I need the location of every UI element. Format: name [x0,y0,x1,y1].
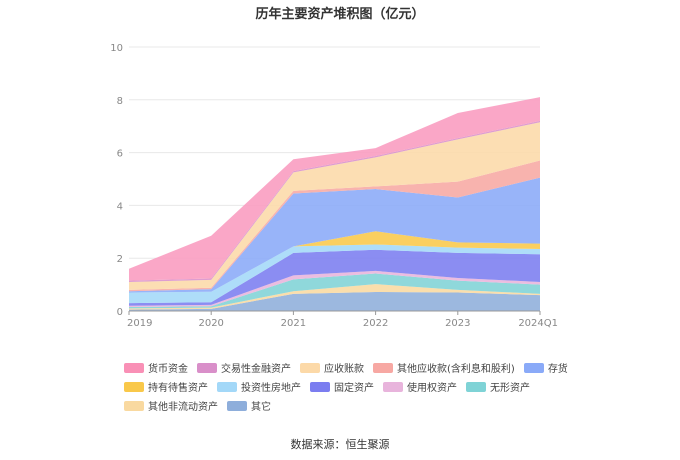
legend-label: 固定资产 [334,383,374,394]
axes: 0 2 4 6 8 10 2019 2020 2021 2022 2023 2024Q1 [110,43,558,329]
legend-label: 持有待售资产 [148,383,208,394]
legend-swatch [227,400,247,411]
legend-swatch [300,362,320,373]
area-series[interactable] [129,249,540,306]
x-tick-label: 2021 [281,318,306,329]
legend-swatch [124,381,144,392]
legend-label: 货币资金 [148,364,188,375]
y-tick-label: 0 [117,307,123,318]
legend-item[interactable]: 投资性房地产 [217,379,301,394]
y-tick-label: 10 [110,43,123,54]
legend-label: 其它 [251,402,271,413]
legend: 货币资金 交易性金融资产 应收账款 其他应收款(含利息和股利) 存货 持有待售资… [124,358,604,415]
legend-swatch [124,362,144,373]
legend-item[interactable]: 使用权资产 [383,379,457,394]
legend-item[interactable]: 应收账款 [300,360,364,375]
legend-label: 其他应收款(含利息和股利) [397,364,515,375]
area-series[interactable] [129,177,540,293]
area-series[interactable] [129,160,540,292]
legend-row: 其他非流动资产 其它 [124,396,604,415]
area-series[interactable] [129,284,540,310]
legend-label: 应收账款 [324,364,364,375]
x-tick-label: 2019 [127,318,152,329]
x-tick-label: 2020 [198,318,223,329]
legend-item[interactable]: 其它 [227,398,271,413]
area-series[interactable] [129,231,540,293]
legend-label: 存货 [547,364,568,375]
legend-swatch [197,362,217,373]
area-series[interactable] [129,273,540,309]
legend-label: 使用权资产 [407,383,457,394]
x-tick-label: 2023 [445,318,470,329]
y-tick-label: 4 [117,201,123,212]
chart-title: 历年主要资产堆积图（亿元） [255,6,424,22]
legend-row: 持有待售资产 投资性房地产 固定资产 使用权资产 无形资产 [124,377,604,396]
legend-item[interactable]: 无形资产 [466,379,530,394]
legend-item[interactable]: 存货 [523,360,568,375]
legend-item[interactable]: 货币资金 [124,360,188,375]
legend-swatch [466,381,486,392]
y-tick-label: 2 [117,254,123,265]
area-series[interactable] [129,270,540,308]
legend-label: 交易性金融资产 [221,364,291,375]
area-series[interactable] [129,97,540,281]
legend-label: 无形资产 [490,383,530,394]
legend-label: 其他非流动资产 [148,402,218,413]
legend-item[interactable]: 交易性金融资产 [197,360,291,375]
legend-item[interactable]: 持有待售资产 [124,379,208,394]
y-tick-label: 8 [117,96,123,107]
stacked-areas [129,97,540,311]
legend-item[interactable]: 固定资产 [310,379,374,394]
legend-swatch [383,381,403,392]
legend-swatch [310,381,330,392]
x-tick-label: 2022 [363,318,388,329]
legend-swatch [217,381,237,392]
legend-swatch [523,362,544,373]
area-series[interactable] [129,244,540,304]
legend-row: 货币资金 交易性金融资产 应收账款 其他应收款(含利息和股利) 存货 [124,358,604,377]
legend-swatch [373,362,393,373]
area-series[interactable] [129,291,540,311]
legend-label: 投资性房地产 [241,383,301,394]
area-series[interactable] [129,122,540,290]
data-source-note: 数据来源：恒生聚源 [290,438,390,451]
y-tick-label: 6 [117,149,123,160]
x-tick-label: 2024Q1 [518,318,558,329]
legend-item[interactable]: 其他非流动资产 [124,398,218,413]
legend-swatch [124,400,144,411]
legend-item[interactable]: 其他应收款(含利息和股利) [373,360,515,375]
